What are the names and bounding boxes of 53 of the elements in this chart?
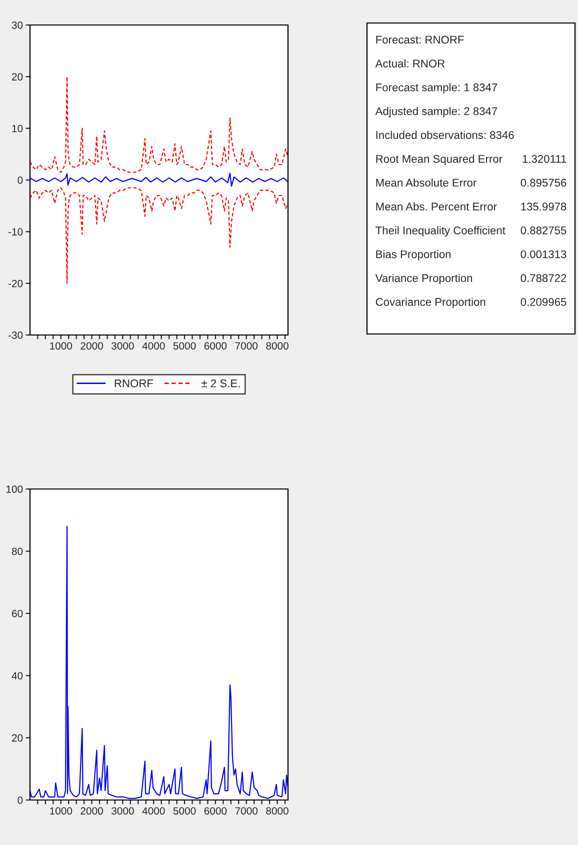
category-label: Covariance Proportion (376, 298, 486, 308)
x-tick-label: 4000 (142, 807, 165, 815)
data-label: 0.882755 (520, 226, 566, 234)
category-label: Bias Proportion (376, 250, 451, 260)
x-tick-label: 7000 (235, 342, 258, 350)
x-tick-label: 1000 (50, 342, 72, 350)
y-tick-label: 20 (12, 73, 23, 81)
y-tick-label: 40 (12, 672, 23, 680)
legend-label: ± 2 S.E. (202, 379, 240, 388)
x-tick-label: 5000 (173, 342, 196, 350)
x-tick-label: 6000 (204, 342, 227, 350)
y-tick-label: 60 (12, 610, 23, 618)
legend-label: RNORF (114, 379, 154, 388)
y-tick-label: -20 (8, 280, 23, 288)
text: Forecast: RNORF (376, 36, 464, 44)
category-label: Root Mean Squared Error (376, 154, 502, 166)
category-label: Variance Proportion (375, 274, 472, 284)
x-tick-label: 1000 (50, 807, 72, 815)
data-label: 0.209965 (520, 298, 566, 306)
x-tick-label: 2000 (80, 342, 103, 350)
x-tick-label: 3000 (112, 807, 134, 815)
x-tick-label: 2000 (80, 807, 103, 815)
x-tick-label: 4000 (142, 342, 165, 350)
y-tick-label: -30 (8, 332, 23, 339)
y-tick-label: -10 (8, 228, 23, 236)
line-series (30, 172, 288, 187)
data-label: 0.788722 (520, 274, 566, 282)
y-tick-label: 80 (12, 548, 23, 556)
x-tick-label: 6000 (204, 807, 227, 815)
category-label: Theil Inequality Coefficient (376, 226, 506, 237)
text: Actual: RNOR (375, 59, 445, 68)
text: Adjusted sample: 2 8347 (375, 106, 498, 118)
y-tick-label: 0 (18, 796, 23, 804)
category-label: Mean Absolute Error (376, 178, 476, 187)
y-tick-label: 100 (6, 486, 23, 493)
line-series (30, 187, 288, 284)
data-label: 0.895756 (520, 178, 566, 187)
y-tick-label: 20 (12, 734, 23, 742)
y-tick-label: 10 (12, 124, 23, 132)
line-series (30, 76, 288, 173)
category-label: Mean Abs. Percent Error (376, 202, 497, 211)
x-tick-label: 5000 (173, 807, 196, 815)
text: Forecast sample: 1 8347 (376, 83, 498, 94)
y-tick-label: 0 (18, 176, 23, 184)
x-tick-label: 8000 (266, 342, 288, 350)
x-tick-label: 3000 (112, 342, 134, 350)
data-label: 0.001313 (520, 250, 566, 258)
text: Included observations: 8346 (376, 130, 514, 139)
x-tick-label: 8000 (266, 807, 288, 815)
data-label: 1.320111 (522, 154, 566, 163)
data-label: 135.9978 (521, 202, 566, 211)
x-tick-label: 7000 (235, 807, 258, 815)
y-tick-label: 30 (12, 22, 23, 29)
